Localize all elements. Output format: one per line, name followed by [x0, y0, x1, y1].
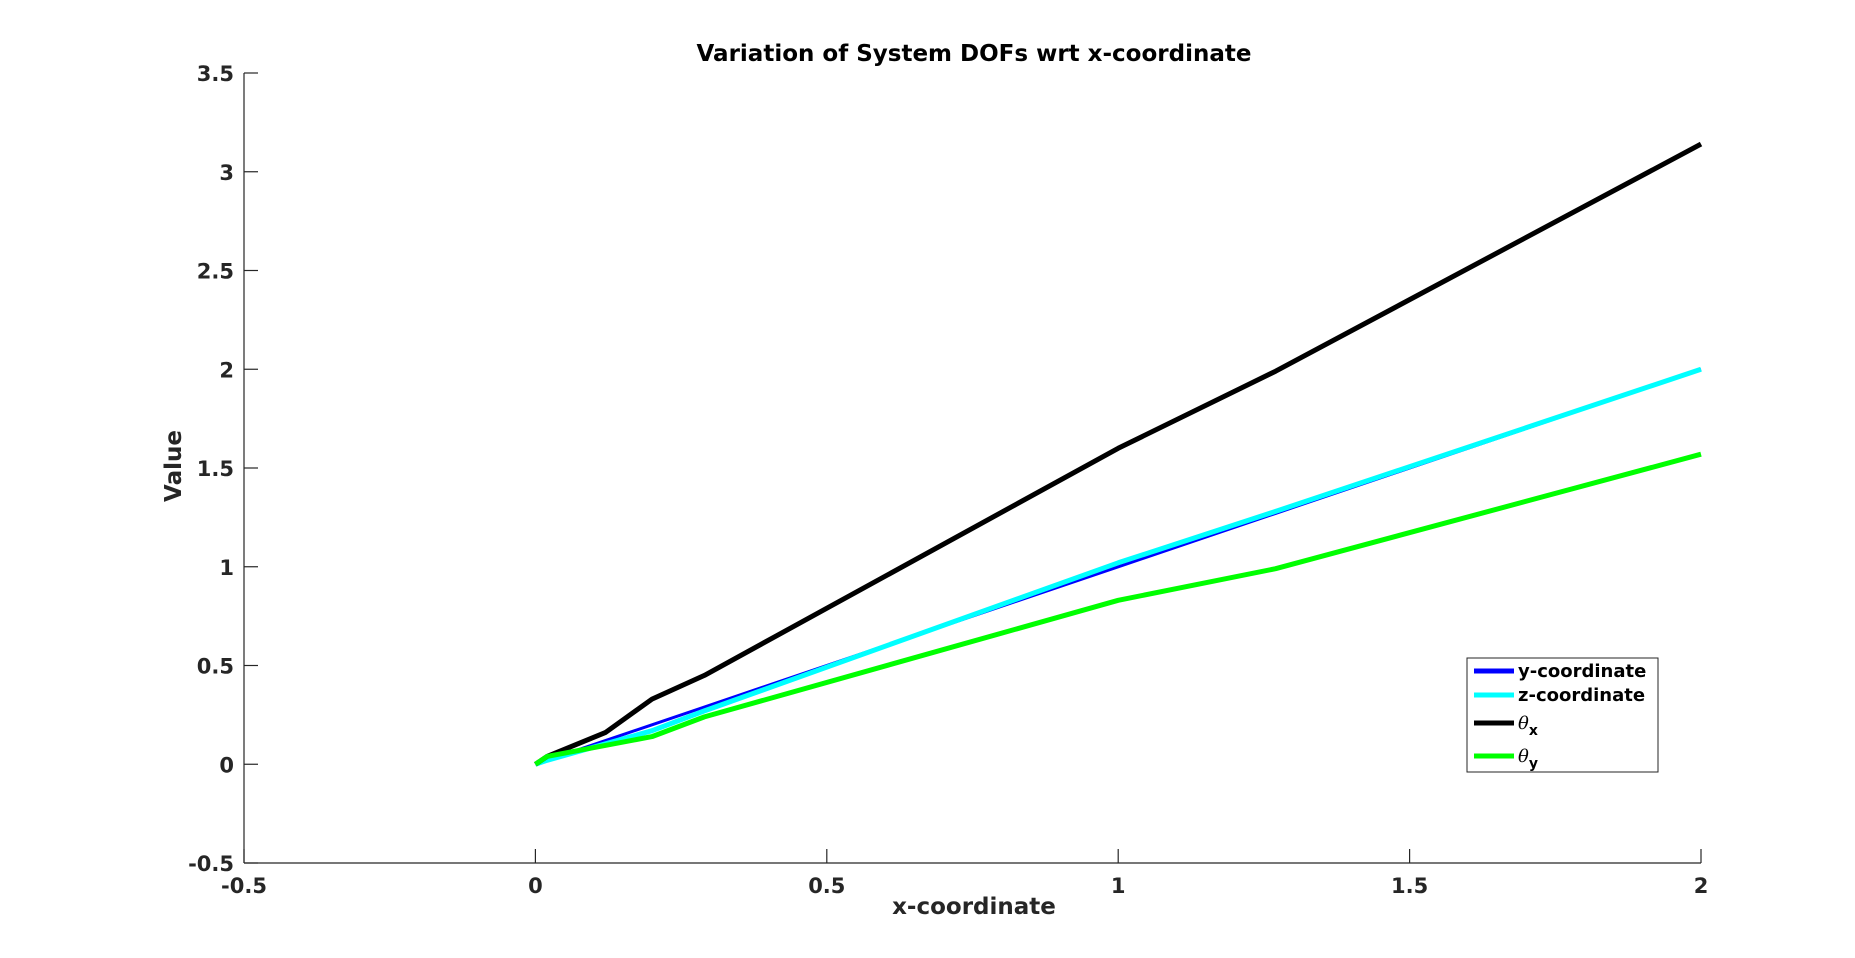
x-tick-label: 2: [1694, 874, 1709, 898]
y-tick-label: 2: [219, 358, 234, 382]
legend-label: z-coordinate: [1518, 685, 1645, 706]
series-lines: [534, 141, 1703, 767]
y-tick-label: 3: [219, 161, 234, 185]
y-tick-label: 2.5: [197, 260, 234, 284]
y-tick-label: 0.5: [197, 655, 234, 679]
chart-title: Variation of System DOFs wrt x-coordinat…: [697, 41, 1252, 67]
x-tick-label: 0: [528, 874, 543, 898]
legend: y-coordinate z-coordinate θx θy: [1466, 657, 1659, 773]
y-tick-label: 3.5: [197, 62, 234, 86]
y-tick-label: 1.5: [197, 457, 234, 481]
series-line-4: [534, 451, 1702, 767]
legend-box: [1466, 657, 1659, 773]
y-tick-label: 1: [219, 556, 234, 580]
x-axis-label: x-coordinate: [892, 894, 1056, 920]
legend-label: y-coordinate: [1518, 661, 1646, 682]
x-tick-label: 1: [1111, 874, 1126, 898]
axes: -0.5 0 0.5 1 1.5 2 -0.5 0 0.5 1 1.5 2 2.5 3 3.5: [188, 62, 1708, 898]
y-tick-label: 0: [219, 753, 234, 777]
x-tick-label: -0.5: [221, 874, 267, 898]
x-tick-label: 0.5: [808, 874, 845, 898]
legend-label: θy: [1518, 746, 1538, 772]
y-axis-label: Value: [161, 430, 187, 502]
series-line-2: [534, 366, 1702, 767]
y-tick-label: -0.5: [188, 852, 234, 876]
x-tick-label: 1.5: [1391, 874, 1428, 898]
legend-label: θx: [1518, 713, 1538, 739]
